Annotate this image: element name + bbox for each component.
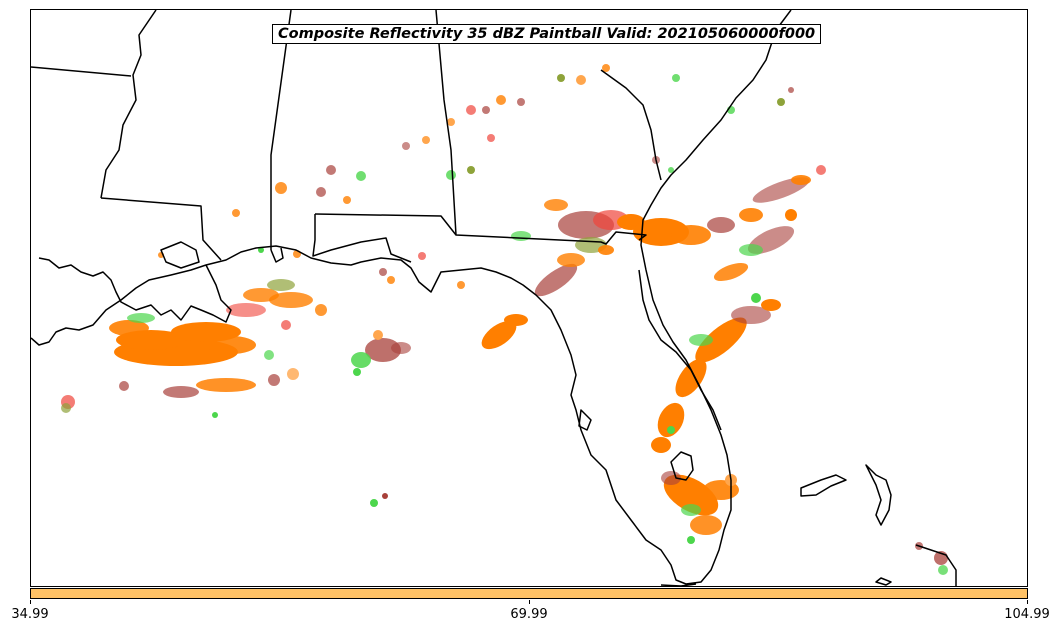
bahamas-island-1 (800, 474, 847, 497)
colorbar (30, 588, 1028, 599)
florida-keys (660, 583, 697, 586)
florida-east-barrier (638, 269, 722, 431)
map-title: Composite Reflectivity 35 dBZ Paintball … (272, 24, 822, 44)
colorbar-tick-label-2: 104.99 (1004, 607, 1050, 622)
colorbar-tick-2 (1027, 600, 1028, 604)
lake-okeechobee (670, 451, 694, 481)
echo-cluster-south-fl (661, 471, 948, 575)
echo-scattered-north (158, 64, 794, 289)
colorbar-tick-1 (529, 600, 530, 604)
state-line-la-ms (100, 197, 222, 261)
cuba-tip (915, 544, 957, 586)
state-line-ms-al (270, 10, 292, 250)
colorbar-tick-label-0: 34.99 (11, 607, 49, 622)
state-line-fl-ga (314, 213, 647, 245)
colorbar-tick-label-1: 69.99 (510, 607, 548, 622)
state-line-ar-la (31, 66, 132, 77)
state-line-al-fl (312, 214, 412, 263)
tampa-bay (578, 409, 592, 431)
colorbar-tick-0 (30, 600, 31, 604)
map-frame: Composite Reflectivity 35 dBZ Paintball … (30, 9, 1028, 587)
reflectivity-echoes (61, 64, 948, 575)
echo-cluster-gulf-central (351, 330, 411, 507)
bahamas-island-2 (865, 464, 892, 526)
echo-cluster-central-fl (651, 293, 781, 453)
state-line-al-ga (435, 10, 457, 236)
coastline-and-borders (31, 10, 957, 586)
lake-pontchartrain (160, 241, 200, 269)
bahamas-island-3 (875, 577, 892, 586)
echo-cluster-northeast-fl (633, 165, 826, 282)
savannah-river (600, 69, 662, 181)
map-canvas (31, 10, 957, 586)
echo-cluster-big-bend (481, 199, 645, 350)
mobile-bay (270, 247, 284, 263)
mississippi-delta (38, 257, 232, 323)
mississippi-river-border (100, 10, 157, 199)
echo-cluster-gulf-west (61, 279, 327, 418)
